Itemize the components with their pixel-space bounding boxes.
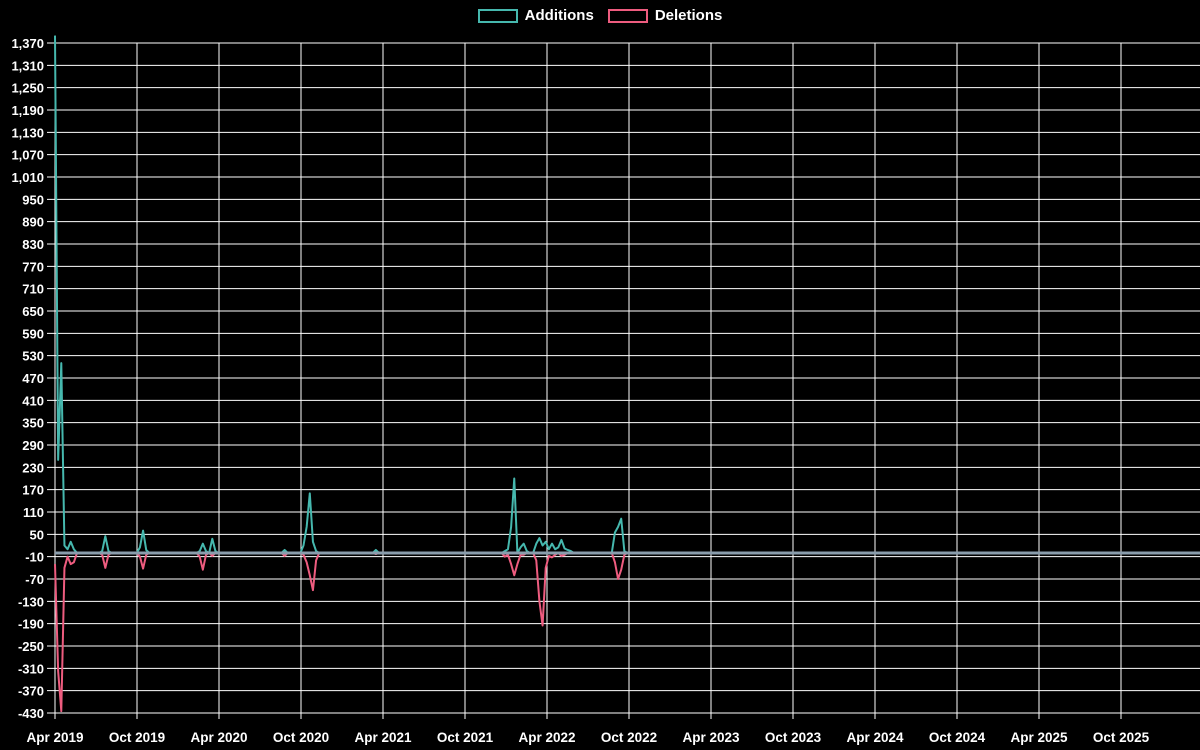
y-tick-label: 230	[22, 460, 44, 475]
legend-item-deletions[interactable]: Deletions	[607, 7, 723, 25]
x-tick-label: Apr 2022	[518, 730, 575, 745]
y-tick-label: -310	[18, 661, 44, 676]
y-tick-label: -250	[18, 639, 44, 654]
x-tick-label: Apr 2021	[354, 730, 412, 745]
x-tick-label: Apr 2024	[846, 730, 904, 745]
x-tick-label: Oct 2023	[765, 730, 822, 745]
y-tick-label: 470	[22, 371, 44, 386]
y-tick-label: 110	[23, 505, 44, 520]
y-tick-label: 350	[22, 416, 44, 431]
y-tick-label: -130	[18, 594, 44, 609]
additions-line	[54, 35, 1200, 554]
y-tick-label: -430	[18, 706, 44, 721]
y-tick-label: 770	[22, 259, 44, 274]
y-tick-label: 50	[30, 527, 44, 542]
y-tick-label: 1,070	[11, 148, 44, 163]
y-tick-label: 1,130	[11, 125, 44, 140]
deletions-legend-label: Deletions	[654, 7, 723, 24]
x-tick-label: Apr 2025	[1010, 730, 1068, 745]
y-tick-label: 950	[22, 192, 44, 207]
y-tick-label: 290	[22, 438, 44, 453]
x-tick-label: Oct 2021	[437, 730, 494, 745]
x-tick-label: Oct 2022	[601, 730, 657, 745]
x-tick-label: Oct 2019	[109, 730, 165, 745]
y-tick-label: 890	[22, 215, 44, 230]
y-tick-label: 590	[22, 326, 44, 341]
y-tick-label: 710	[22, 282, 44, 297]
y-tick-label: 170	[22, 483, 44, 498]
additions-legend-swatch	[477, 9, 518, 23]
y-tick-label: 410	[22, 393, 44, 408]
x-gridlines: Apr 2019 Oct 2019 Apr 2020 Oct 2020 Apr 2021…	[26, 43, 1150, 745]
y-tick-label: 530	[22, 349, 44, 364]
y-tick-label: 1,190	[11, 103, 44, 118]
y-tick-label: 1,370	[11, 36, 44, 51]
x-tick-label: Apr 2020	[190, 730, 247, 745]
x-tick-label: Oct 2024	[929, 730, 986, 745]
y-tick-label: -370	[18, 684, 44, 699]
x-tick-label: Oct 2025	[1093, 730, 1150, 745]
chart-legend: Additions Deletions	[0, 7, 1200, 25]
x-tick-label: Apr 2023	[682, 730, 740, 745]
y-tick-label: 830	[22, 237, 44, 252]
additions-legend-label: Additions	[524, 7, 594, 24]
deletions-legend-swatch	[607, 9, 648, 23]
y-tick-label: 1,250	[11, 81, 44, 96]
deletions-line	[54, 551, 1200, 713]
x-tick-label: Oct 2020	[273, 730, 329, 745]
y-tick-label: 1,010	[11, 170, 44, 185]
y-gridlines: 1,370 1,310 1,250 1,190 1,130 1,070 1,010 950 89…	[11, 36, 1200, 721]
legend-item-additions[interactable]: Additions	[477, 7, 594, 25]
y-tick-label: -70	[25, 572, 44, 587]
x-tick-label: Apr 2019	[26, 730, 83, 745]
y-tick-label: -10	[25, 550, 44, 565]
y-tick-label: 1,310	[11, 58, 44, 73]
y-tick-label: 650	[22, 304, 44, 319]
y-tick-label: -190	[18, 617, 44, 632]
